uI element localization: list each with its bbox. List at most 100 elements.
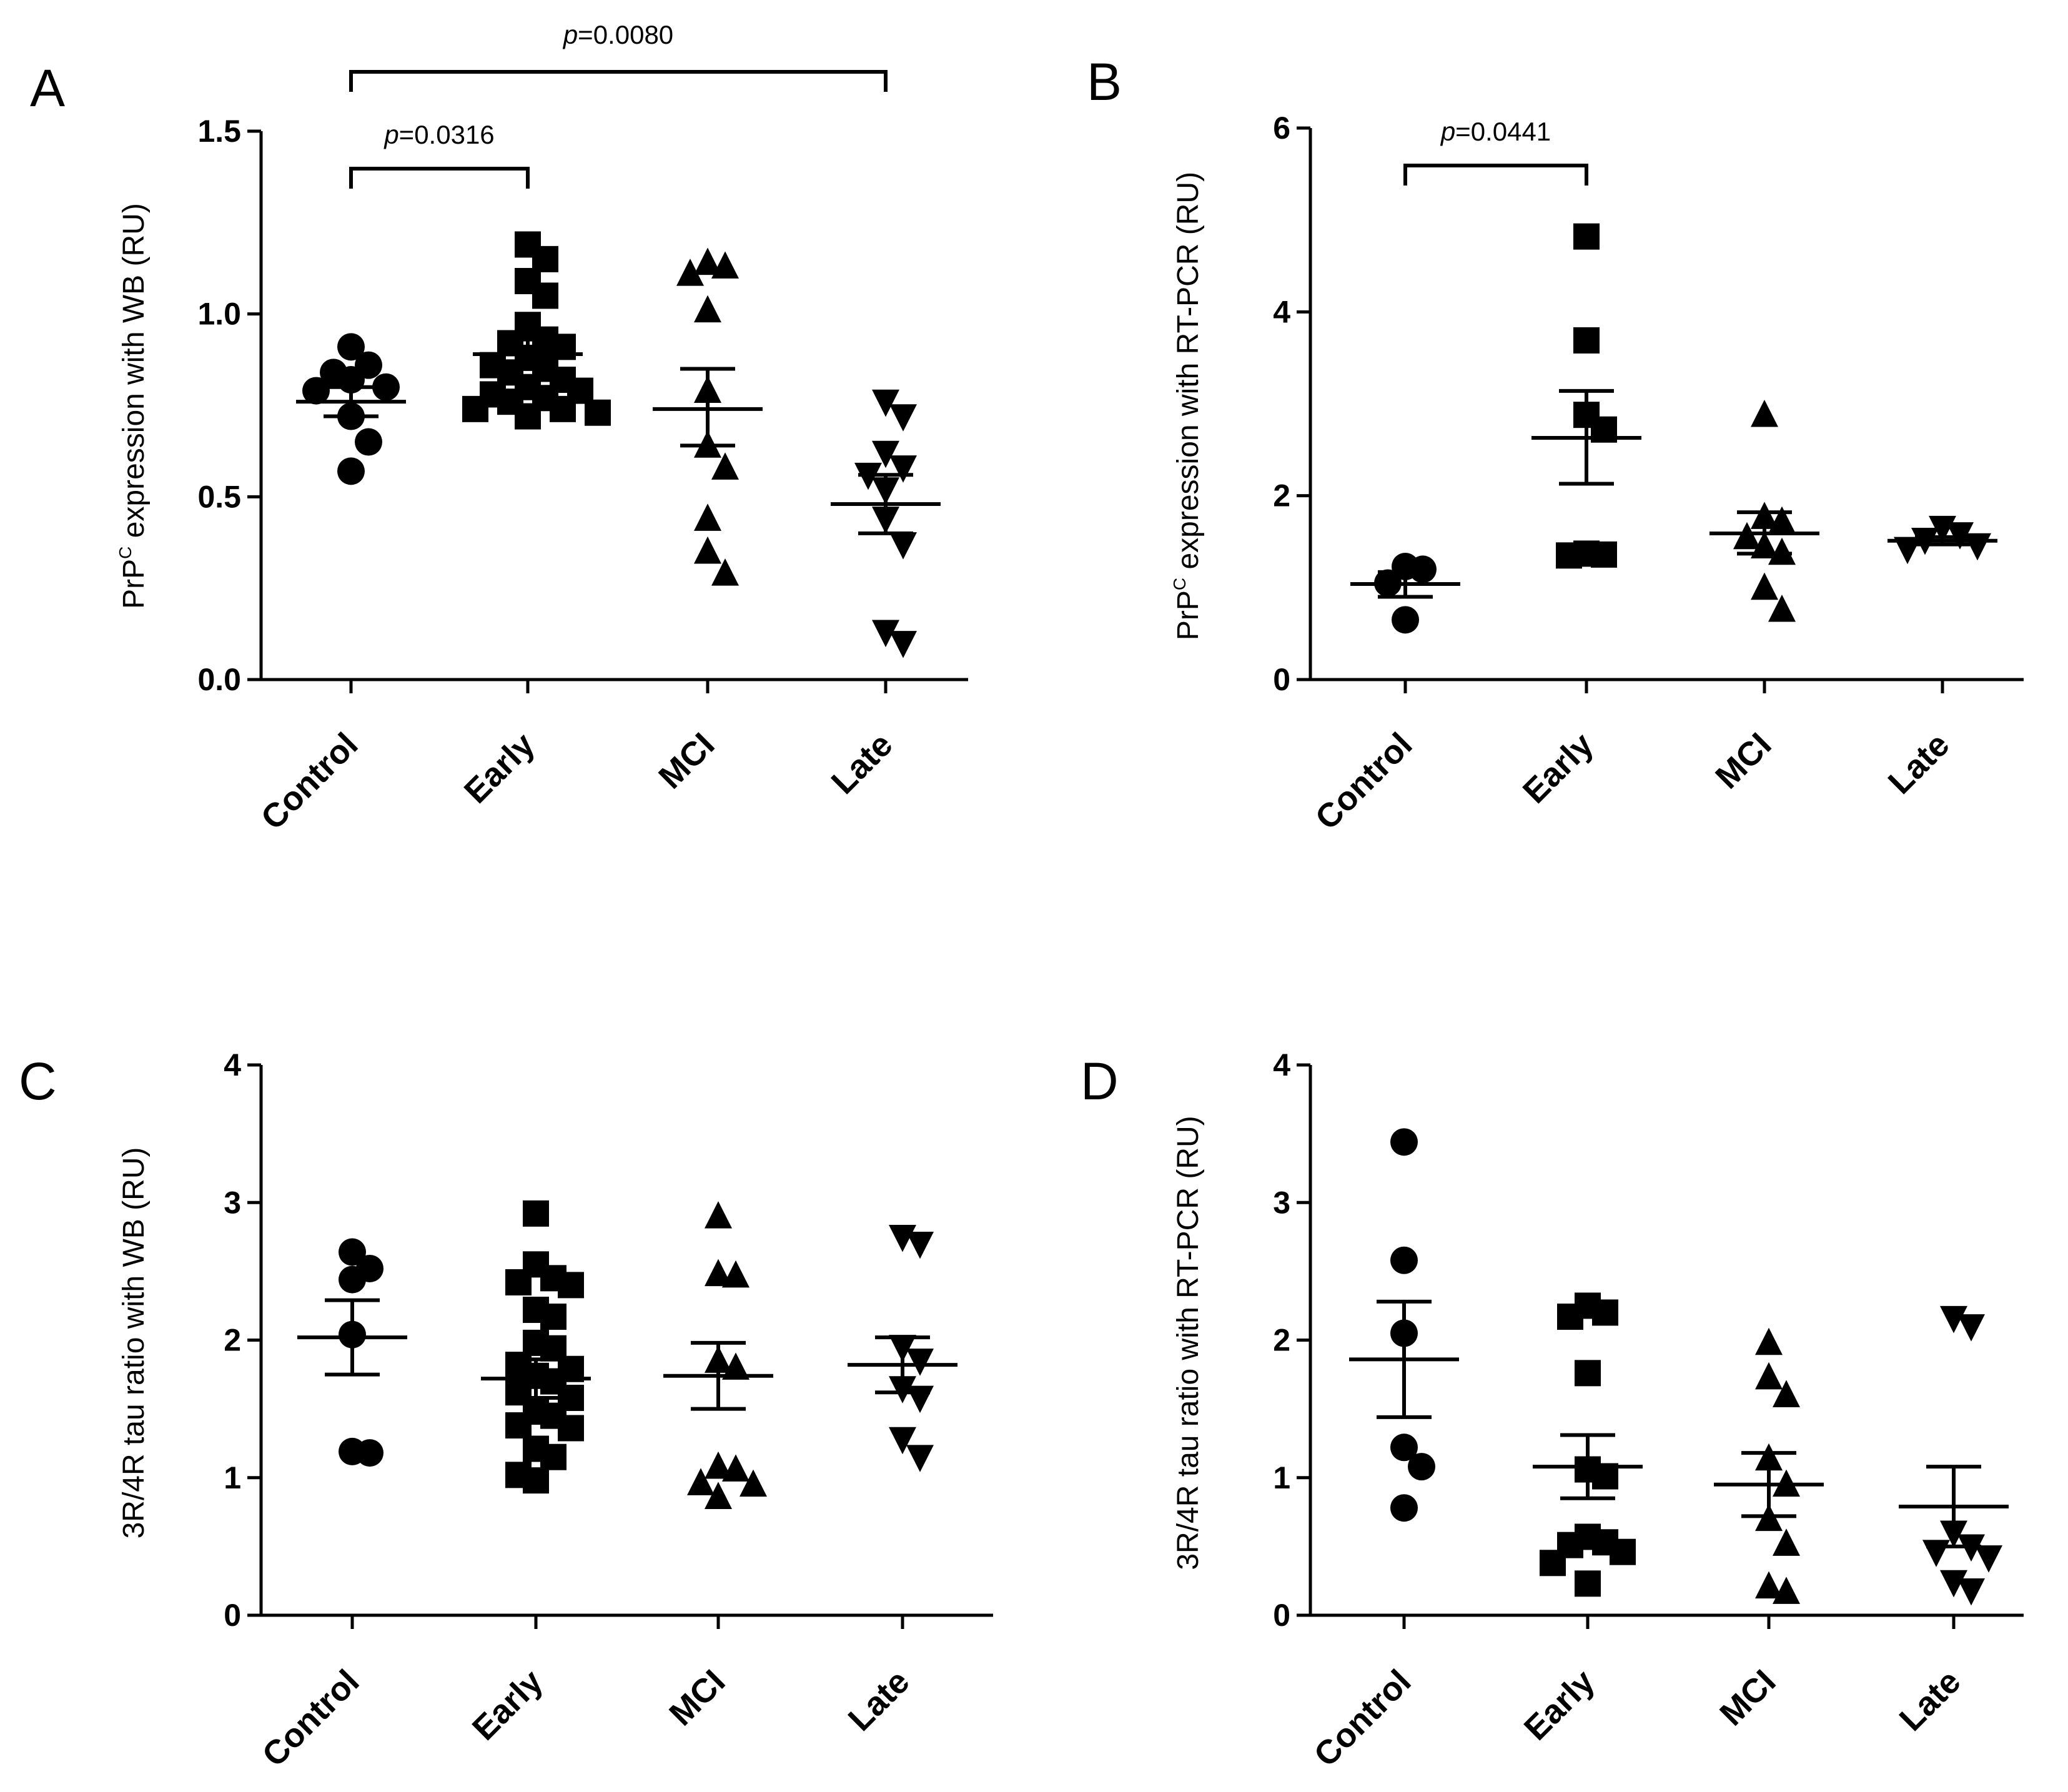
data-point-control [1390, 1433, 1418, 1462]
data-point-mci [705, 1201, 732, 1229]
y-tick-label: 6 [1273, 111, 1290, 146]
data-point-mci [711, 251, 739, 279]
data-point-early [1573, 223, 1600, 250]
data-point-late [872, 389, 899, 417]
y-tick-label: 0 [1273, 662, 1290, 697]
y-axis-label: 3R/4R tau ratio with RT-PCR (RU) [1172, 1116, 1205, 1570]
data-point-late [889, 455, 917, 483]
data-point-late [1894, 537, 1921, 565]
data-point-late [1922, 1540, 1950, 1567]
x-tick-label: Late [841, 1663, 917, 1738]
data-point-early [1557, 1304, 1583, 1330]
data-point-late [1975, 1545, 2002, 1573]
y-tick-label: 4 [1273, 1047, 1290, 1082]
y-tick-label: 2 [224, 1323, 241, 1358]
data-point-mci [687, 1468, 715, 1495]
panel-letter: B [1087, 52, 1122, 111]
panel-letter: D [1081, 1052, 1119, 1111]
panel-letter: C [19, 1052, 57, 1111]
y-tick-label: 1 [224, 1460, 241, 1495]
panel-d: D 0 1 2 3 4 3R/4R tau ratio with RT-PCR (RU) Co… [1081, 1047, 2024, 1774]
significance-bracket [349, 70, 888, 92]
data-point-late [1940, 1305, 1967, 1334]
data-point-late [889, 532, 917, 560]
data-point-control [1390, 1246, 1418, 1274]
p-value-label: p=0.0080 [562, 20, 673, 49]
y-axis-label: PrPC expression with WB (RU) [116, 203, 151, 609]
data-point-early [515, 403, 541, 430]
x-tick-label: Early [457, 726, 542, 811]
data-point-late [906, 1231, 934, 1259]
x-tick-label: MCI [1708, 726, 1778, 796]
data-point-mci [722, 1454, 750, 1482]
y-tick-label: 0.0 [197, 662, 241, 697]
data-point-late [1957, 1578, 1985, 1606]
data-point-mci [1755, 1327, 1783, 1355]
data-point-early [505, 1269, 532, 1295]
data-point-control [302, 377, 330, 405]
data-point-early [462, 395, 488, 422]
data-point-early [1610, 1538, 1636, 1565]
data-point-mci [711, 452, 739, 480]
data-point-early [532, 282, 558, 309]
data-point-control [1390, 1128, 1418, 1156]
data-point-mci [694, 295, 721, 323]
data-point-mci [694, 503, 721, 531]
data-point-mci [1773, 1577, 1800, 1604]
data-point-mci [1751, 572, 1778, 600]
data-point-late [906, 1385, 934, 1413]
data-point-mci [1768, 537, 1796, 565]
x-tick-label: Late [1892, 1663, 1968, 1738]
y-tick-label: 0 [224, 1598, 241, 1633]
x-tick-label: Control [1307, 1663, 1418, 1774]
data-point-mci [1773, 1528, 1800, 1556]
data-point-control [339, 1265, 366, 1294]
significance-bracket [1403, 164, 1588, 186]
y-axis-label: 3R/4R tau ratio with WB (RU) [117, 1147, 151, 1539]
x-tick-label: Early [1516, 726, 1601, 811]
data-point-late [889, 404, 917, 432]
x-tick-label: Control [1308, 726, 1419, 837]
data-point-mci [1768, 594, 1796, 622]
data-point-mci [1733, 522, 1761, 550]
y-axis-label: PrPC expression with RT-PCR (RU) [1170, 172, 1205, 640]
panel-letter: A [30, 59, 65, 117]
data-point-mci [722, 1260, 750, 1288]
data-point-early [1591, 541, 1617, 568]
data-point-late [906, 1349, 934, 1376]
data-point-control [1409, 555, 1437, 583]
data-point-early [550, 395, 576, 422]
data-point-early [1575, 1570, 1601, 1597]
data-point-late [889, 1427, 916, 1455]
x-tick-label: Control [254, 726, 365, 837]
data-point-early [1540, 1550, 1566, 1577]
p-value-label: p=0.0441 [1440, 117, 1551, 146]
data-point-late [906, 1445, 934, 1472]
data-point-control [1392, 606, 1419, 634]
data-point-control [356, 1439, 383, 1467]
data-point-early [505, 1412, 532, 1439]
data-point-control [355, 428, 382, 456]
x-tick-label: Late [1881, 726, 1957, 801]
x-tick-label: MCI [662, 1663, 732, 1733]
data-point-late [872, 620, 899, 648]
data-point-early [523, 1467, 549, 1494]
data-point-early [558, 1415, 584, 1442]
data-point-early [540, 1443, 566, 1470]
x-tick-label: MCI [1713, 1663, 1783, 1733]
data-point-mci [740, 1469, 767, 1497]
p-value-label: p=0.0316 [383, 120, 494, 149]
data-point-mci [1768, 506, 1796, 534]
data-point-late [1957, 1314, 1985, 1342]
significance-bracket [349, 167, 530, 189]
data-point-early [1575, 1360, 1601, 1387]
data-point-mci [705, 1482, 732, 1509]
data-point-mci [1755, 1362, 1783, 1390]
data-point-mci [694, 247, 721, 275]
x-tick-label: Early [1517, 1663, 1602, 1748]
data-point-mci [705, 1259, 732, 1287]
data-point-early [523, 1200, 549, 1227]
data-point-early [1556, 542, 1582, 569]
data-point-mci [722, 1352, 750, 1380]
data-point-control [337, 333, 365, 361]
